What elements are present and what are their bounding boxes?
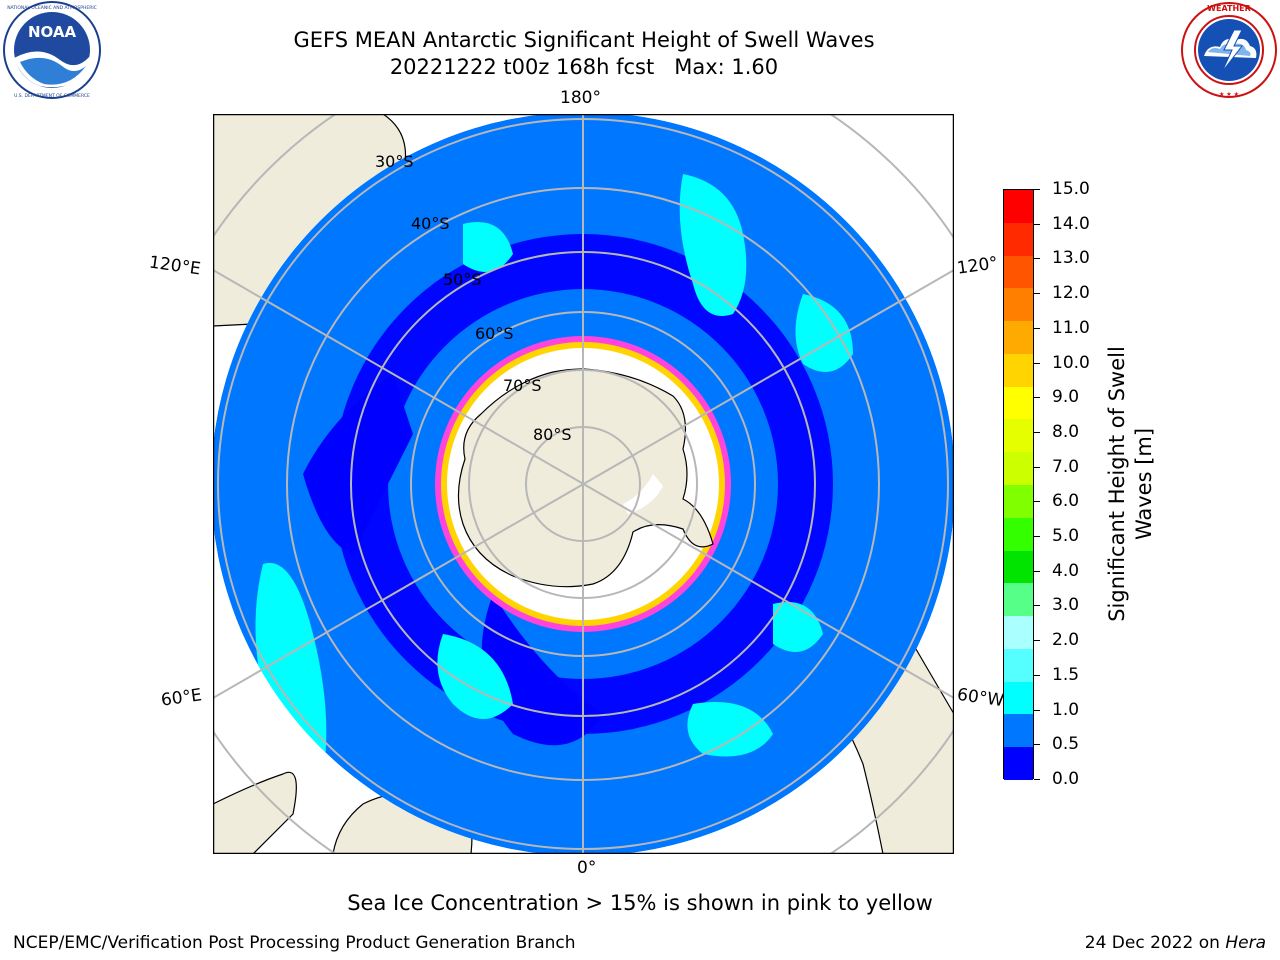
graticule [213, 114, 954, 854]
colorbar-segment [1004, 190, 1033, 224]
colorbar-tick-label: 1.0 [1052, 699, 1080, 720]
colorbar-tick-label: 12.0 [1052, 283, 1090, 304]
colorbar-segment [1004, 681, 1033, 715]
colorbar [1003, 189, 1034, 781]
lon-label-60w: 60°W [955, 684, 1006, 712]
colorbar-title-line2: Waves [m] [1132, 427, 1156, 541]
colorbar-tick [1034, 397, 1040, 399]
colorbar-title-line1: Significant Height of Swell [1105, 346, 1129, 622]
colorbar-tick [1034, 293, 1040, 295]
colorbar-tick-label: 8.0 [1052, 421, 1080, 442]
colorbar-segment [1004, 288, 1033, 322]
svg-text:★ ★ ★: ★ ★ ★ [1219, 91, 1239, 98]
colorbar-segment [1004, 747, 1033, 781]
colorbar-tick-label: 9.0 [1052, 387, 1080, 408]
polar-map: 180° 0° 120°E 60°E 120° 60°W 30°S 40°S 5… [148, 88, 1005, 878]
lon-label-60e: 60°E [159, 685, 204, 711]
svg-text:WEATHER: WEATHER [1207, 4, 1251, 13]
machine-name: Hera [1225, 933, 1266, 953]
lat-label-50s: 50°S [443, 270, 482, 289]
colorbar-segment [1004, 386, 1033, 420]
colorbar-tick [1034, 258, 1040, 260]
colorbar-segment [1004, 353, 1033, 388]
noaa-logo-icon: NOAA NATIONAL OCEANIC AND ATMOSPHERIC U.… [3, 1, 101, 99]
colorbar-tick [1034, 536, 1040, 538]
date-text: 24 Dec 2022 on Hera [1084, 933, 1266, 953]
colorbar-tick [1034, 779, 1040, 780]
antarctica-landmass [457, 368, 714, 588]
sea-ice-note: Sea Ice Concentration > 15% is shown in … [347, 891, 933, 915]
colorbar-tick [1034, 605, 1040, 607]
colorbar-tick-label: 0.5 [1052, 734, 1080, 755]
colorbar-tick [1034, 674, 1040, 676]
colorbar-tick [1034, 362, 1040, 364]
colorbar-tick-label: 14.0 [1052, 213, 1090, 234]
colorbar-tick-label: 7.0 [1052, 456, 1080, 477]
lat-label-80s: 80°S [533, 425, 572, 444]
credit-text: NCEP/EMC/Verification Post Processing Pr… [13, 933, 576, 953]
colorbar-segment [1004, 222, 1033, 257]
lat-label-30s: 30°S [375, 152, 414, 171]
colorbar-segment [1004, 321, 1033, 355]
lat-label-70s: 70°S [503, 376, 542, 395]
lon-label-180: 180° [560, 88, 601, 108]
colorbar-segment [1004, 583, 1033, 617]
colorbar-segment [1004, 452, 1033, 486]
colorbar-tick-label: 10.0 [1052, 352, 1090, 373]
lat-label-60s: 60°S [475, 324, 514, 343]
colorbar-tick-label: 6.0 [1052, 491, 1080, 512]
colorbar-tick-label: 2.0 [1052, 630, 1080, 651]
lat-label-40s: 40°S [411, 214, 450, 233]
colorbar-tick [1034, 709, 1040, 711]
noaa-logo-text: NOAA [28, 23, 77, 41]
polar-map-canvas [213, 114, 954, 854]
colorbar-tick-label: 11.0 [1052, 317, 1090, 338]
national-weather-service-logo-icon: WEATHER ★ ★ ★ [1181, 2, 1277, 98]
svg-text:NATIONAL OCEANIC AND ATMOSPHER: NATIONAL OCEANIC AND ATMOSPHERIC [7, 5, 97, 11]
colorbar-segment [1004, 550, 1033, 584]
colorbar-tick [1034, 327, 1040, 329]
colorbar-tick [1034, 570, 1040, 572]
map-border [213, 114, 954, 854]
colorbar-tick-label: 15.0 [1052, 179, 1090, 199]
colorbar-tick-label: 13.0 [1052, 248, 1090, 269]
colorbar-title: Significant Height of Swell Waves [m] [1104, 346, 1158, 622]
svg-text:U.S. DEPARTMENT OF COMMERCE: U.S. DEPARTMENT OF COMMERCE [14, 93, 90, 99]
colorbar-tick [1034, 501, 1040, 503]
chart-title: GEFS MEAN Antarctic Significant Height o… [293, 28, 875, 52]
colorbar-tick-label: 1.5 [1052, 664, 1080, 685]
colorbar-tick [1034, 466, 1040, 468]
africa-landmass [213, 771, 297, 854]
colorbar-tick-label: 3.0 [1052, 595, 1080, 616]
chart-subtitle: 20221222 t00z 168h fcst Max: 1.60 [389, 55, 779, 79]
colorbar-tick [1034, 431, 1040, 433]
colorbar-segment [1004, 517, 1033, 552]
colorbar-tick-label: 4.0 [1052, 560, 1080, 581]
colorbar-segment [1004, 648, 1033, 683]
colorbar-segment [1004, 714, 1033, 748]
colorbar-tick [1034, 640, 1040, 642]
colorbar-tick [1034, 223, 1040, 225]
colorbar-tick-label: 5.0 [1052, 526, 1080, 547]
colorbar-tick-label: 0.0 [1052, 769, 1080, 789]
colorbar-tick [1034, 189, 1040, 190]
colorbar-segment [1004, 419, 1033, 453]
lon-label-120w: 120° [955, 253, 1000, 279]
colorbar-segment [1004, 485, 1033, 519]
colorbar-tick [1034, 744, 1040, 746]
colorbar-segment [1004, 616, 1033, 650]
lon-label-120e: 120°E [147, 252, 202, 280]
colorbar-segment [1004, 255, 1033, 289]
lon-label-0: 0° [577, 858, 597, 878]
